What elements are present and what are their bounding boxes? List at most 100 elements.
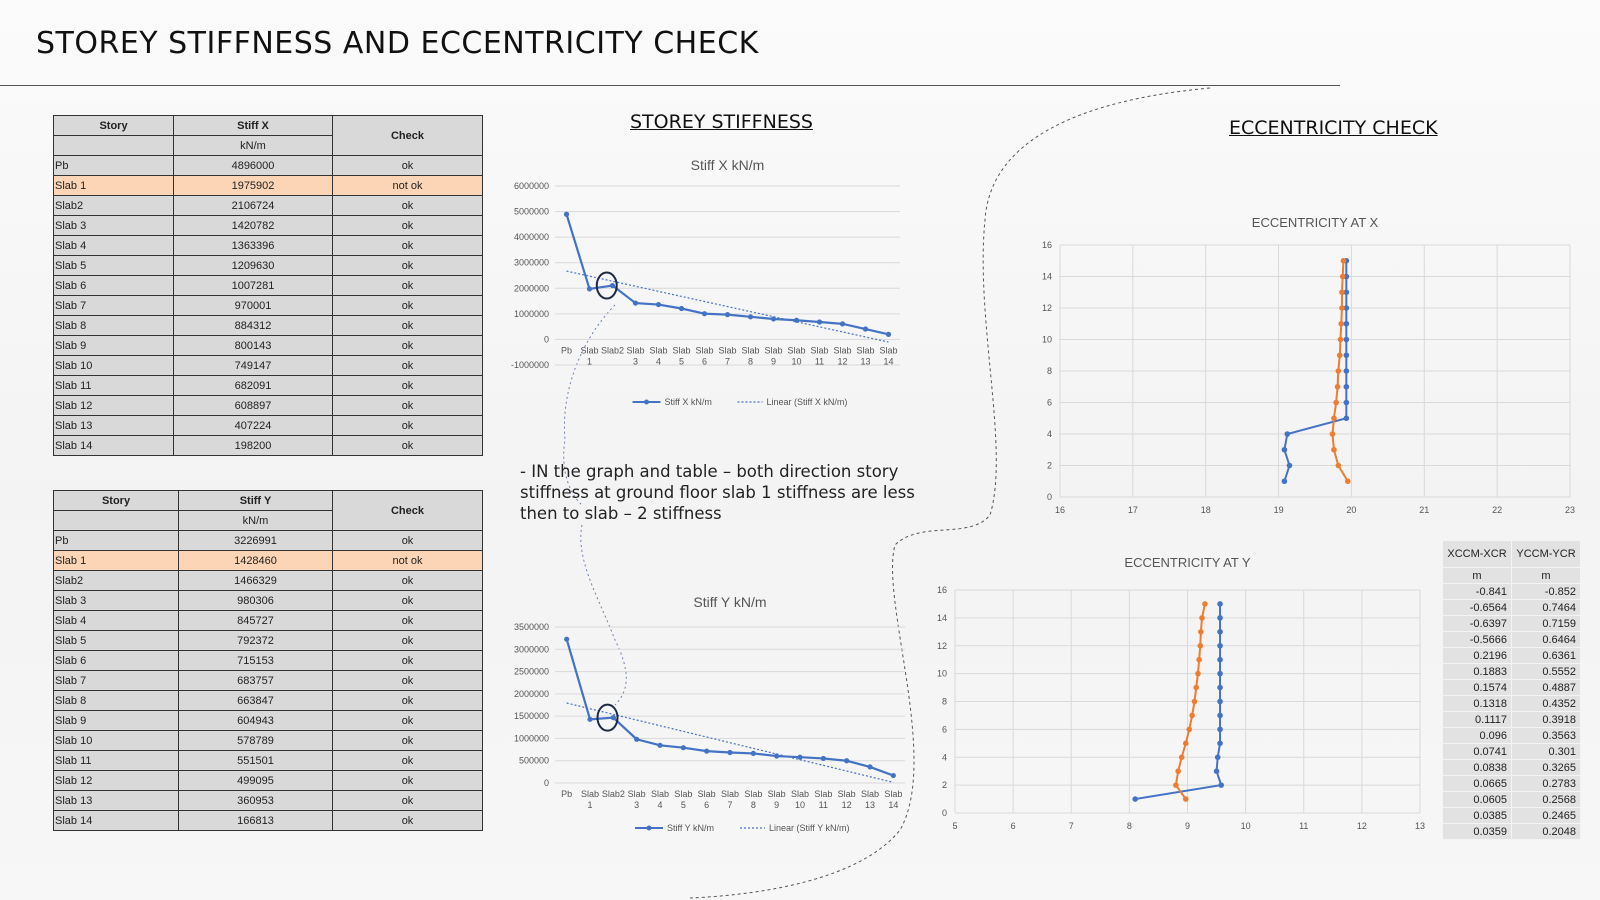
ecc-y-cell: 0.7159 — [1511, 615, 1581, 632]
data-point — [634, 736, 640, 742]
value-cell: 4896000 — [173, 155, 333, 176]
data-point — [890, 772, 896, 779]
y-tick-label: 2000000 — [514, 689, 549, 699]
table-row: Slab 14 166813 ok — [53, 810, 483, 831]
data-point — [1337, 336, 1344, 343]
data-point — [1343, 368, 1350, 374]
check-cell: ok — [332, 335, 483, 356]
table-header-check: Check — [332, 490, 483, 531]
data-point — [1339, 289, 1345, 296]
ecc-x-cell: 0.1117 — [1442, 711, 1512, 728]
section-heading-stiffness: STOREY STIFFNESS — [630, 111, 813, 133]
data-point — [1340, 257, 1347, 264]
x-tick-label: Slab 14 — [879, 345, 897, 366]
x-tick-label: Slab 12 — [838, 789, 856, 810]
ecc-x-cell: -0.6564 — [1442, 599, 1512, 616]
data-point — [747, 314, 754, 320]
table-row: -0.841 -0.852 — [1442, 583, 1581, 600]
table-row: Slab 7 683757 ok — [53, 670, 483, 691]
data-point — [1336, 352, 1343, 359]
value-cell: 1466329 — [178, 570, 333, 591]
table-row: Slab2 2106724 ok — [53, 195, 483, 216]
x-tick-label: Slab 9 — [768, 789, 786, 810]
table-row: Slab 9 800143 ok — [53, 335, 483, 356]
chart-title: Stiff Y kN/m — [693, 594, 766, 610]
x-tick-label: 17 — [1128, 505, 1138, 515]
check-cell: ok — [332, 315, 483, 336]
table-row: Slab 11 551501 ok — [53, 750, 483, 771]
table-row: Slab 10 749147 ok — [53, 355, 483, 376]
data-point — [770, 316, 777, 322]
data-point — [1175, 768, 1181, 774]
chart-title: ECCENTRICITY AT X — [1252, 215, 1379, 230]
ecc-y-cell: 0.7464 — [1511, 599, 1581, 616]
table-row: 0.0605 0.2568 — [1442, 791, 1581, 808]
y-tick-label: 0 — [942, 808, 947, 818]
value-cell: 792372 — [178, 630, 333, 651]
story-cell: Slab 1 — [53, 550, 179, 571]
check-cell: ok — [332, 750, 483, 771]
data-point — [1335, 462, 1342, 469]
ecc-y-cell: 0.6361 — [1511, 647, 1581, 664]
story-cell: Slab 6 — [53, 275, 174, 296]
ecc-y-cell: 0.2783 — [1511, 775, 1581, 792]
data-point — [1343, 415, 1350, 422]
table-row: Slab 12 608897 ok — [53, 395, 483, 416]
x-tick-label: Slab 7 — [721, 789, 739, 810]
value-cell: 578789 — [178, 730, 333, 751]
legend-series-marker — [646, 825, 652, 831]
ecc-x-cell: 0.0665 — [1442, 775, 1512, 792]
y-tick-label: 10 — [1042, 335, 1052, 345]
story-cell: Pb — [53, 155, 174, 176]
table-row: Slab 5 1209630 ok — [53, 255, 483, 276]
data-point — [564, 636, 570, 642]
table-row: 0.1574 0.4887 — [1442, 679, 1581, 696]
story-cell: Pb — [53, 530, 179, 551]
ecc-y-cell: -0.852 — [1511, 583, 1581, 600]
data-point — [657, 742, 663, 748]
table-header-unit: kN/m — [173, 135, 333, 156]
data-point — [1195, 670, 1201, 677]
table-header-unit: kN/m — [178, 510, 333, 531]
check-cell: ok — [332, 395, 483, 416]
y-tick-label: 2 — [1047, 461, 1052, 471]
x-tick-label: Slab2 — [601, 345, 624, 355]
y-tick-label: 16 — [1042, 240, 1052, 250]
data-point — [1343, 320, 1350, 327]
data-point — [1343, 352, 1350, 359]
y-tick-label: 3000000 — [514, 644, 549, 654]
data-point — [727, 749, 733, 756]
table-row: 0.0359 0.2048 — [1442, 823, 1581, 840]
table-header-blank — [53, 135, 174, 156]
story-cell: Slab 8 — [53, 690, 179, 711]
x-tick-label: Slab 14 — [884, 789, 902, 810]
data-point — [1199, 615, 1205, 621]
legend-trend-label: Linear (Stiff Y kN/m) — [769, 823, 850, 833]
table-row: 0.0838 0.3265 — [1442, 759, 1581, 776]
value-cell: 1209630 — [173, 255, 333, 276]
x-tick-label: Slab 7 — [718, 345, 736, 366]
story-cell: Slab 13 — [53, 790, 179, 811]
story-cell: Slab 4 — [53, 610, 179, 631]
x-tick-label: Slab 5 — [674, 789, 692, 810]
x-tick-label: Slab 4 — [649, 345, 667, 366]
data-point — [1281, 446, 1288, 453]
ecc-y-cell: 0.4352 — [1511, 695, 1581, 712]
x-tick-label: Slab 13 — [861, 789, 879, 810]
data-point — [1218, 782, 1225, 788]
table-header-check: Check — [332, 115, 483, 156]
value-cell: 1975902 — [173, 175, 333, 196]
data-point — [1213, 768, 1220, 774]
table-row: 0.2196 0.6361 — [1442, 647, 1581, 664]
data-point — [724, 312, 731, 318]
data-point — [609, 282, 616, 289]
data-point — [1331, 446, 1337, 453]
data-point — [1186, 726, 1193, 733]
ecc-y-cell: 0.2568 — [1511, 791, 1581, 808]
table-row: Slab 13 407224 ok — [53, 415, 483, 436]
data-point — [1217, 615, 1223, 621]
x-tick-label: Slab 11 — [810, 345, 828, 366]
x-tick-label: Slab 12 — [833, 345, 851, 366]
x-tick-label: 6 — [1011, 821, 1016, 831]
